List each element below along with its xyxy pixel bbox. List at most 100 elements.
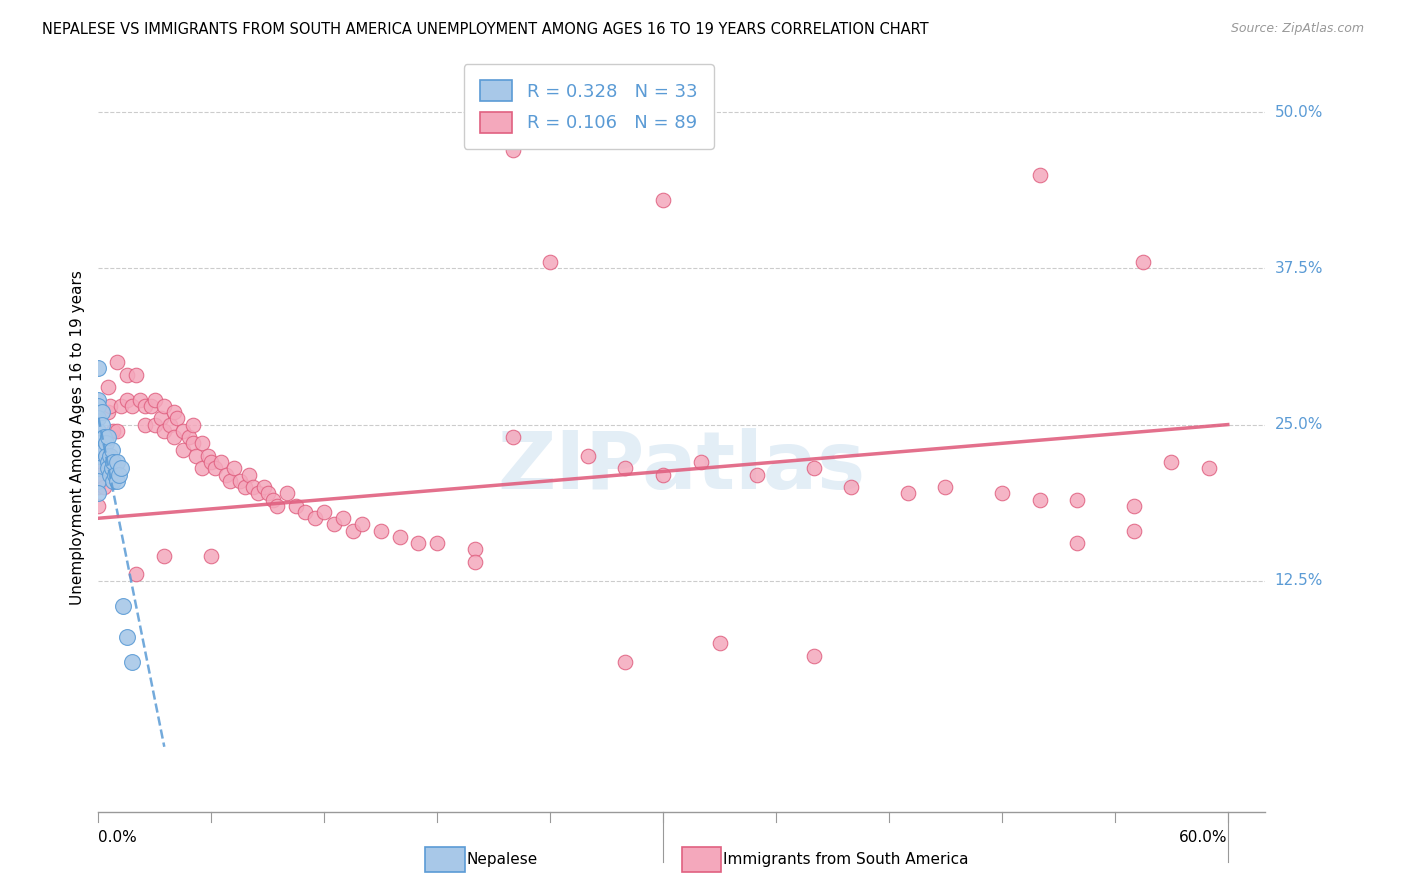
Point [1028,168,1050,182]
Point [426,536,449,550]
Point [100,442,122,457]
Point [94,436,117,450]
Point [576,449,599,463]
Point [285,499,308,513]
Text: 0.0%: 0.0% [98,830,138,846]
Point [87,449,110,463]
Point [304,511,326,525]
Point [370,524,392,538]
Point [464,542,486,557]
Text: Source: ZipAtlas.com: Source: ZipAtlas.com [1230,22,1364,36]
Point [87,424,110,438]
Point [166,411,188,425]
Point [253,480,276,494]
Point [103,474,125,488]
Point [111,599,134,613]
Point [181,417,204,432]
Point [110,399,132,413]
Point [110,461,132,475]
Point [388,530,411,544]
Text: Immigrants from South America: Immigrants from South America [723,853,969,867]
Point [87,411,110,425]
Text: NEPALESE VS IMMIGRANTS FROM SOUTH AMERICA UNEMPLOYMENT AMONG AGES 16 TO 19 YEARS: NEPALESE VS IMMIGRANTS FROM SOUTH AMERIC… [42,22,929,37]
Point [97,461,120,475]
Point [1066,492,1088,507]
Point [105,474,128,488]
Point [91,449,114,463]
Point [87,461,110,475]
Point [98,399,121,413]
Point [747,467,769,482]
Point [276,486,298,500]
Point [839,480,862,494]
Point [186,449,208,463]
Point [332,511,354,525]
Point [191,436,214,450]
Text: Nepalese: Nepalese [465,853,537,867]
Point [98,449,121,463]
Point [172,424,194,438]
Point [652,467,675,482]
Point [163,430,186,444]
Point [100,461,122,475]
Point [314,505,336,519]
Point [614,655,637,669]
Point [87,399,110,413]
Point [502,143,524,157]
Point [108,467,131,482]
Point [93,430,115,444]
Point [408,536,430,550]
Point [143,392,166,407]
Point [709,636,731,650]
Text: 12.5%: 12.5% [1275,574,1323,588]
Point [105,424,128,438]
Point [219,474,242,488]
Point [134,417,156,432]
Point [538,255,561,269]
Point [1028,492,1050,507]
Point [125,567,148,582]
Point [502,430,524,444]
Point [191,461,214,475]
Point [652,193,675,207]
Point [105,455,128,469]
Point [163,405,186,419]
Point [322,517,344,532]
Point [200,549,222,563]
Point [97,430,120,444]
Point [266,499,288,513]
Point [614,461,637,475]
Point [125,368,148,382]
Point [200,455,222,469]
Point [897,486,920,500]
Point [121,655,143,669]
Point [222,461,245,475]
Point [181,436,204,450]
Point [149,411,172,425]
Point [87,361,110,376]
Point [103,424,125,438]
Point [464,555,486,569]
Point [247,486,270,500]
Point [105,355,128,369]
Point [934,480,956,494]
Text: 50.0%: 50.0% [1275,105,1323,120]
Point [803,648,825,663]
Text: 60.0%: 60.0% [1180,830,1227,846]
Point [153,549,176,563]
Text: ZIPatlas: ZIPatlas [498,428,866,506]
Point [1132,255,1154,269]
Legend: R = 0.328   N = 33, R = 0.106   N = 89: R = 0.328 N = 33, R = 0.106 N = 89 [464,64,714,149]
Y-axis label: Unemployment Among Ages 16 to 19 years: Unemployment Among Ages 16 to 19 years [69,269,84,605]
Point [115,630,138,644]
Point [115,392,138,407]
Point [689,455,711,469]
Point [121,399,143,413]
Point [238,467,260,482]
Point [97,380,120,394]
Point [93,480,115,494]
Point [87,474,110,488]
Point [89,467,111,482]
Point [134,399,156,413]
Point [159,417,181,432]
